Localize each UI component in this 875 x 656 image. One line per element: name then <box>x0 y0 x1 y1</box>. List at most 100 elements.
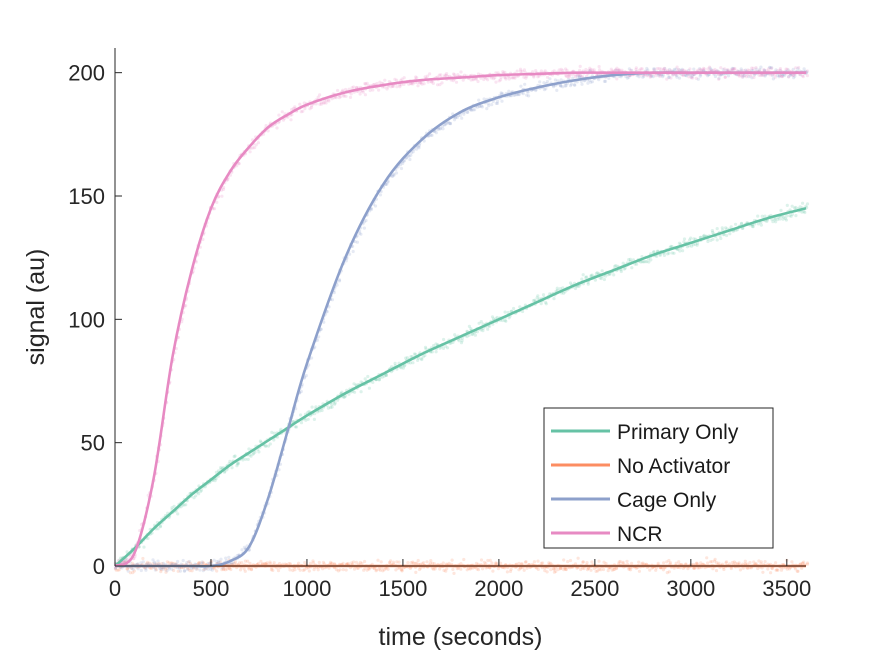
scatter-point <box>730 66 734 70</box>
scatter-point <box>798 205 802 209</box>
scatter-point <box>261 562 265 566</box>
scatter-point <box>724 560 729 564</box>
scatter-point <box>329 560 333 565</box>
scatter-point <box>170 561 174 565</box>
scatter-point <box>198 568 202 572</box>
scatter-point <box>751 225 755 229</box>
scatter-point <box>326 406 330 410</box>
scatter-point <box>612 273 616 277</box>
x-tick-label: 2000 <box>474 576 523 601</box>
scatter-point <box>494 561 498 565</box>
scatter-point <box>488 558 492 563</box>
scatter-point <box>362 568 366 572</box>
scatter-point <box>494 101 498 105</box>
scatter-point <box>554 566 558 570</box>
scatter-point <box>385 182 389 186</box>
scatter-point <box>617 560 621 564</box>
scatter-point <box>475 567 479 571</box>
scatter-point <box>477 98 481 102</box>
scatter-point <box>589 568 593 572</box>
scatter-point <box>773 75 777 79</box>
scatter-point <box>350 561 354 565</box>
scatter-point <box>648 75 652 79</box>
scatter-point <box>776 73 780 78</box>
scatter-point <box>303 568 307 572</box>
scatter-point <box>588 78 592 83</box>
scatter-point <box>382 568 386 572</box>
scatter-point <box>447 561 451 565</box>
scatter-point <box>310 405 314 409</box>
scatter-point <box>469 108 473 112</box>
scatter-point <box>354 560 358 565</box>
scatter-point <box>737 74 742 78</box>
scatter-point <box>545 570 549 574</box>
scatter-point <box>192 496 196 500</box>
scatter-point <box>452 571 456 576</box>
scatter-point <box>766 567 770 571</box>
scatter-point <box>156 559 160 563</box>
scatter-point <box>545 79 550 84</box>
scatter-point <box>792 76 796 80</box>
scatter-point <box>691 243 695 247</box>
scatter-point <box>722 67 727 71</box>
scatter-point <box>159 570 163 574</box>
scatter-point <box>429 133 433 137</box>
scatter-point <box>571 76 575 80</box>
scatter-point <box>495 315 499 320</box>
scatter-point <box>299 421 304 425</box>
scatter-point <box>256 141 260 145</box>
scatter-point <box>562 291 566 295</box>
scatter-point <box>531 299 536 303</box>
scatter-point <box>394 171 399 175</box>
scatter-point <box>499 75 503 80</box>
scatter-point <box>763 560 767 564</box>
scatter-point <box>386 567 390 571</box>
scatter-point <box>720 226 724 230</box>
scatter-point <box>417 146 421 150</box>
scatter-point <box>760 214 764 218</box>
scatter-point <box>318 102 322 106</box>
scatter-point <box>445 346 450 350</box>
scatter-point <box>336 569 340 573</box>
scatter-point <box>183 569 187 573</box>
scatter-point <box>471 78 475 82</box>
scatter-point <box>391 560 396 564</box>
scatter-point <box>672 251 676 255</box>
scatter-point <box>387 80 391 84</box>
scatter-point <box>334 96 338 100</box>
scatter-point <box>436 127 440 132</box>
scatter-point <box>552 297 556 301</box>
scatter-point <box>420 562 424 566</box>
scatter-point <box>723 75 727 79</box>
scatter-point <box>805 69 810 73</box>
scatter-point <box>658 74 662 78</box>
scatter-point <box>527 94 531 98</box>
scatter-point <box>710 229 715 233</box>
scatter-point <box>459 562 463 566</box>
scatter-point <box>639 67 643 71</box>
scatter-point <box>350 86 354 90</box>
scatter-point <box>306 417 310 421</box>
scatter-point <box>402 82 406 86</box>
scatter-point <box>501 318 505 323</box>
scatter-point <box>578 73 583 77</box>
scatter-point <box>547 561 551 565</box>
scatter-point <box>454 80 459 84</box>
scatter-point <box>445 72 449 76</box>
scatter-point <box>667 570 671 574</box>
scatter-point <box>305 566 309 570</box>
scatter-point <box>770 66 774 70</box>
scatter-point <box>423 345 428 349</box>
scatter-point <box>674 73 678 77</box>
scatter-point <box>800 566 804 570</box>
scatter-point <box>621 261 625 265</box>
scatter-point <box>627 75 631 79</box>
scatter-point <box>773 218 777 222</box>
scatter-point <box>637 68 642 72</box>
scatter-point <box>552 567 556 571</box>
scatter-point <box>440 124 445 128</box>
scatter-point <box>787 75 791 79</box>
scatter-point <box>293 568 297 572</box>
scatter-point <box>221 187 226 191</box>
scatter-point <box>136 562 140 566</box>
